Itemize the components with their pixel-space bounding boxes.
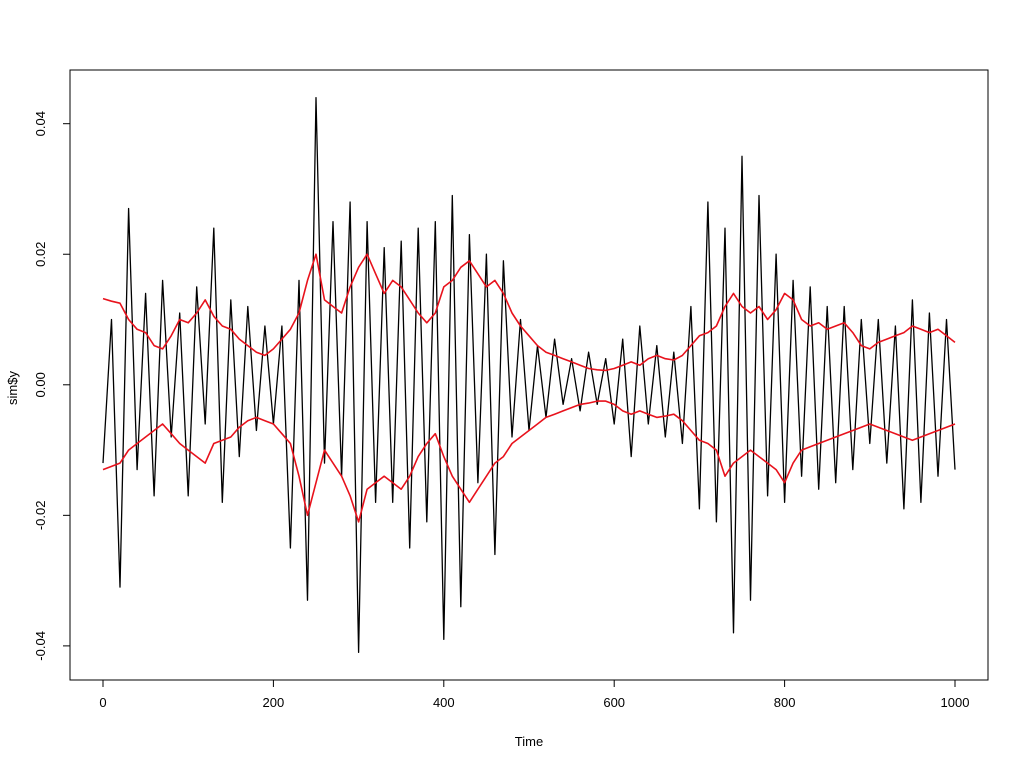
x-tick-label: 400 bbox=[433, 695, 455, 710]
series-layer bbox=[102, 96, 956, 654]
y-axis-title: sim$y bbox=[5, 371, 20, 405]
y-axis: -0.04 -0.02 0.00 0.02 0.04 bbox=[33, 111, 71, 661]
series-line-lower-band bbox=[102, 400, 956, 523]
y-tick-label: -0.04 bbox=[33, 631, 48, 661]
x-tick-label: 0 bbox=[99, 695, 106, 710]
x-axis-title: Time bbox=[515, 734, 543, 749]
y-tick-label: 0.00 bbox=[33, 372, 48, 397]
x-tick-label: 1000 bbox=[941, 695, 970, 710]
series-line-upper-band bbox=[102, 253, 956, 372]
y-tick-label: 0.02 bbox=[33, 242, 48, 267]
y-tick-label: 0.04 bbox=[33, 111, 48, 136]
x-tick-label: 200 bbox=[263, 695, 285, 710]
x-tick-label: 600 bbox=[603, 695, 625, 710]
y-tick-label: -0.02 bbox=[33, 501, 48, 531]
x-axis: 0 200 400 600 800 1000 bbox=[99, 679, 970, 710]
series-line-sim-y bbox=[102, 96, 956, 654]
x-tick-label: 800 bbox=[774, 695, 796, 710]
